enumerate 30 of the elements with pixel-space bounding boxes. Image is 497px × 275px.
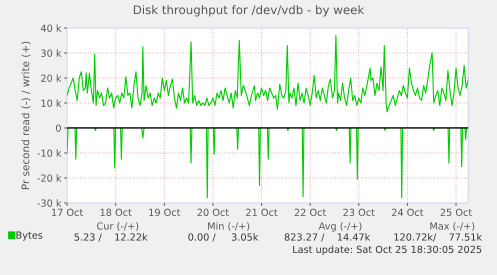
text: Last update: Sat Oct 25 18:30:05 2025 <box>293 246 482 255</box>
text: Cur (-/+) <box>97 222 138 231</box>
text: Avg (-/+) <box>318 222 362 232</box>
x-tick-label: 22 Oct <box>294 208 326 216</box>
text: 5.23 / 12.22k <box>74 233 148 242</box>
text: Max (-/+) <box>430 222 474 231</box>
chart-title: Disk throughput for /dev/vdb - by week <box>134 5 364 16</box>
x-tick-label: 18 Oct <box>100 208 132 216</box>
x-tick-label: 25 Oct <box>440 208 472 216</box>
y-tick-label: 40 k <box>40 24 62 32</box>
x-tick-label: 23 Oct <box>343 208 375 216</box>
y-axis-title: Pr second read (-) / write (+) <box>21 42 31 190</box>
y-tick-label: 30 k <box>41 49 62 57</box>
text: 120.72k/ 77.51k <box>394 233 482 242</box>
text: Min (-/+) <box>208 222 250 231</box>
text: 0.00 / 3.05k <box>188 233 258 242</box>
line-series <box>67 34 468 112</box>
x-tick-label: 19 Oct <box>149 208 180 216</box>
y-tick-label: 0 <box>56 124 61 132</box>
x-tick-label: 17 Oct <box>52 208 83 216</box>
y-tick-label: -30 k <box>37 199 62 207</box>
y-tick-label: 10 k <box>42 99 62 107</box>
y-tick-label: -20 k <box>37 174 62 182</box>
y-tick-label: -10 k <box>37 149 62 157</box>
legend-label: Bytes <box>16 232 42 241</box>
y-tick-label: 20 k <box>41 74 62 82</box>
x-tick-label: 21 Oct <box>246 208 278 216</box>
text: 823.27 / 14.47k <box>284 233 370 242</box>
x-tick-label: 20 Oct <box>198 208 229 216</box>
x-tick-label: 24 Oct <box>392 208 424 216</box>
